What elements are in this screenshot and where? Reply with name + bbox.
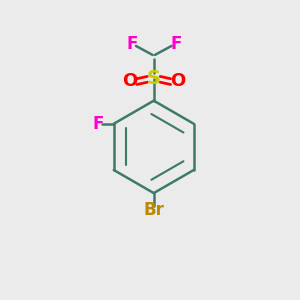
Text: Br: Br — [143, 201, 164, 219]
Text: O: O — [170, 72, 185, 90]
Text: S: S — [147, 69, 161, 88]
Text: F: F — [92, 115, 104, 133]
Text: F: F — [170, 35, 182, 53]
Text: F: F — [126, 35, 137, 53]
Text: O: O — [122, 72, 138, 90]
